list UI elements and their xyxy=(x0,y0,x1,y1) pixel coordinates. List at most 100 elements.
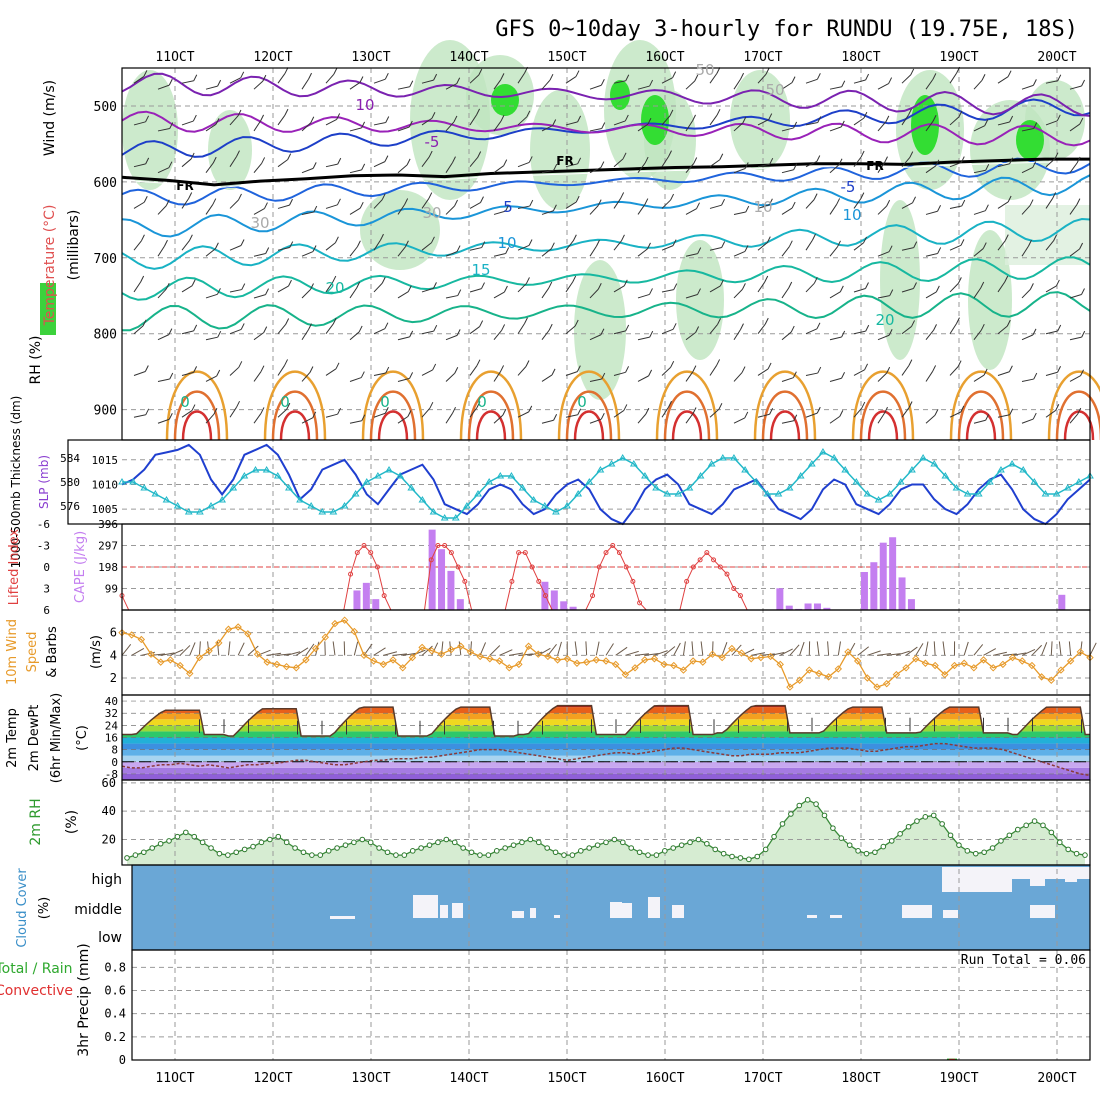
wind-speed-marker xyxy=(999,660,1007,669)
wind-barb xyxy=(733,168,746,174)
y-axis-label-wind10m: 10m Wind xyxy=(5,619,20,685)
rh-marker xyxy=(989,845,996,851)
rh-marker xyxy=(1040,822,1046,829)
wind-barb xyxy=(637,123,649,132)
wind-barb xyxy=(310,283,314,290)
temperature-band xyxy=(122,737,1090,744)
wind-barb-10m xyxy=(896,650,910,656)
wind-barb xyxy=(805,121,818,126)
wind-barb xyxy=(181,240,190,251)
wind-barb xyxy=(500,365,505,372)
thickness-marker xyxy=(896,478,905,485)
rh-marker xyxy=(561,852,567,858)
wind-barb xyxy=(661,366,672,376)
wind-barb-10m xyxy=(780,648,793,656)
wind-barb xyxy=(741,283,746,290)
wind-barb xyxy=(672,71,677,78)
wind-barb xyxy=(744,245,749,252)
thickness-marker xyxy=(1052,490,1061,497)
wind-barb xyxy=(1079,242,1084,250)
wind-speed-marker xyxy=(573,659,581,667)
wind-barb xyxy=(973,287,982,299)
wind-barb xyxy=(169,372,174,380)
wind-barb xyxy=(452,406,456,414)
wind-barb xyxy=(949,244,962,251)
wind-barb xyxy=(791,201,796,209)
li-tick-label: 6 xyxy=(43,604,50,617)
thickness-marker xyxy=(1063,484,1072,491)
wind-speed-marker xyxy=(340,616,349,624)
rh-marker xyxy=(779,821,786,827)
wind-barb xyxy=(337,157,342,165)
humidity-region xyxy=(968,230,1012,370)
wind-barb xyxy=(574,319,579,327)
wind-barb xyxy=(853,198,862,209)
wind-barb xyxy=(860,192,865,199)
wind-barb xyxy=(973,210,986,215)
wind-barb xyxy=(816,73,821,80)
wind-barb xyxy=(565,414,578,418)
x-tick-label-bottom: 13OCT xyxy=(351,1071,390,1086)
rh-marker xyxy=(855,848,861,854)
wind-barb xyxy=(481,282,485,289)
wind-speed-marker xyxy=(621,670,630,679)
wind-barb xyxy=(877,295,890,299)
wind-barb xyxy=(565,325,576,335)
wind-barb xyxy=(1055,404,1060,411)
wind-barb-10m xyxy=(857,646,870,656)
wind-barb xyxy=(205,413,215,424)
lifted-index-marker xyxy=(529,564,535,570)
wind-barb xyxy=(925,330,934,341)
wind-barb xyxy=(912,196,917,203)
wind-barb xyxy=(997,240,1006,251)
wind-barb xyxy=(205,293,218,299)
thickness-marker xyxy=(196,508,204,515)
wind-barb xyxy=(505,247,510,254)
slp-tick-label: 1015 xyxy=(92,454,119,467)
wind-barb xyxy=(637,248,648,257)
thickness-marker xyxy=(674,490,683,497)
rh-marker xyxy=(872,849,878,856)
wind-speed-marker xyxy=(273,660,281,669)
wind-speed-marker xyxy=(292,664,300,672)
wind-barb xyxy=(336,198,341,206)
wind-barb xyxy=(949,366,959,376)
wind-barb xyxy=(577,408,582,415)
wind-barb xyxy=(877,205,887,215)
wind-barb xyxy=(408,120,413,128)
isotherm-contour xyxy=(121,72,1091,117)
cloud-gap xyxy=(943,910,958,918)
lifted-index-marker xyxy=(428,557,434,563)
thickness-marker xyxy=(908,466,916,473)
wind-barb-10m xyxy=(198,641,201,656)
wind-barb xyxy=(997,121,1010,126)
rh-marker xyxy=(897,831,903,837)
wind-barb xyxy=(766,236,771,243)
thickness-marker xyxy=(329,508,338,515)
wind-barb-10m xyxy=(499,649,513,656)
wind-barb-10m xyxy=(469,641,472,656)
wind-barb xyxy=(493,120,502,132)
thickness-marker xyxy=(151,490,160,497)
isotherm-contour xyxy=(121,256,1091,301)
wind-barb xyxy=(229,199,239,209)
wind-barb xyxy=(1069,294,1082,299)
wind-barb xyxy=(373,78,386,84)
wind-barb xyxy=(541,125,553,132)
wind-barb xyxy=(241,283,246,290)
wind-barb xyxy=(517,245,530,251)
wind-barb xyxy=(877,334,890,341)
wind-barb xyxy=(445,295,458,299)
wind-barb xyxy=(661,328,674,335)
lifted-index-marker xyxy=(731,586,737,591)
rh-marker xyxy=(325,848,332,854)
rh-marker xyxy=(645,852,651,858)
lifted-index-marker xyxy=(354,550,360,556)
x-tick-label-top: 15OCT xyxy=(547,50,586,65)
wind-barb xyxy=(1069,375,1081,382)
wind-barb xyxy=(1045,198,1054,209)
wind-barb xyxy=(935,285,940,293)
thickness-tick-label: 576 xyxy=(60,500,80,513)
thickness-marker xyxy=(496,472,505,479)
wind-barb xyxy=(301,167,314,174)
